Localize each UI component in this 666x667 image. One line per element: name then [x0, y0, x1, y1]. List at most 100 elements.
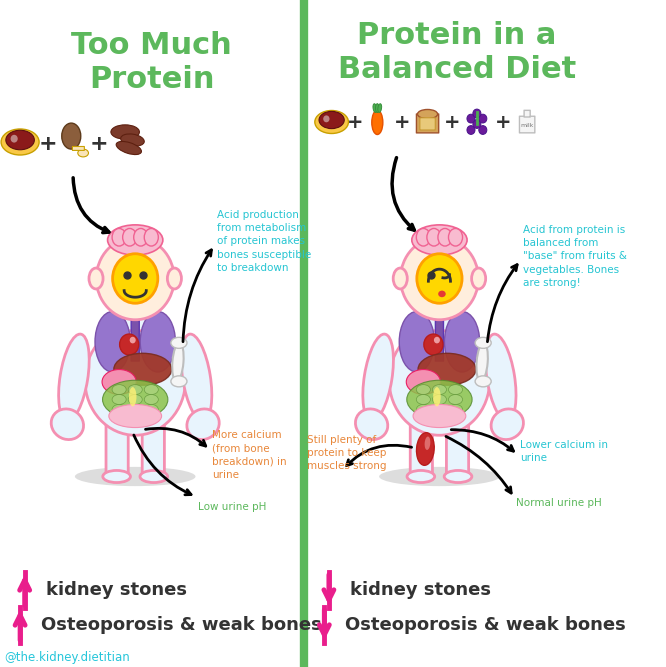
FancyBboxPatch shape	[410, 424, 432, 480]
Circle shape	[467, 114, 475, 123]
Ellipse shape	[476, 343, 488, 382]
Ellipse shape	[444, 470, 472, 482]
Text: +: +	[444, 113, 460, 133]
Ellipse shape	[75, 467, 196, 486]
Ellipse shape	[448, 229, 463, 246]
Ellipse shape	[11, 135, 18, 143]
Ellipse shape	[373, 104, 377, 113]
FancyBboxPatch shape	[519, 116, 535, 133]
FancyBboxPatch shape	[416, 114, 439, 133]
Ellipse shape	[363, 334, 394, 421]
Text: +: +	[495, 113, 511, 133]
Ellipse shape	[407, 470, 435, 482]
Text: +: +	[89, 134, 108, 154]
Text: Osteoporosis & weak bones: Osteoporosis & weak bones	[346, 616, 626, 634]
Ellipse shape	[432, 385, 446, 395]
Ellipse shape	[424, 334, 443, 355]
Ellipse shape	[319, 111, 344, 129]
Ellipse shape	[108, 225, 163, 255]
Ellipse shape	[62, 123, 81, 149]
Ellipse shape	[111, 125, 139, 139]
Ellipse shape	[128, 395, 143, 404]
Circle shape	[467, 125, 475, 134]
Text: Normal urine pH: Normal urine pH	[516, 498, 602, 508]
Circle shape	[479, 125, 487, 134]
Circle shape	[479, 114, 487, 123]
Ellipse shape	[95, 311, 130, 372]
Text: kidney stones: kidney stones	[350, 581, 491, 599]
Ellipse shape	[102, 370, 137, 394]
Ellipse shape	[112, 395, 126, 404]
Text: milk: milk	[520, 123, 534, 127]
Ellipse shape	[172, 343, 184, 382]
Ellipse shape	[120, 334, 139, 355]
Ellipse shape	[418, 109, 438, 119]
Ellipse shape	[448, 404, 463, 414]
Ellipse shape	[448, 385, 463, 395]
Ellipse shape	[59, 334, 89, 421]
Ellipse shape	[399, 311, 434, 372]
FancyBboxPatch shape	[124, 306, 147, 331]
Ellipse shape	[417, 253, 462, 303]
Ellipse shape	[379, 467, 500, 486]
Ellipse shape	[413, 404, 466, 428]
Text: kidney stones: kidney stones	[46, 581, 186, 599]
Ellipse shape	[78, 149, 89, 157]
Ellipse shape	[491, 409, 523, 440]
Ellipse shape	[123, 229, 137, 246]
Ellipse shape	[372, 110, 383, 135]
Text: Low urine pH: Low urine pH	[198, 502, 266, 512]
Ellipse shape	[145, 229, 159, 246]
Ellipse shape	[116, 141, 141, 155]
FancyBboxPatch shape	[73, 147, 85, 151]
Ellipse shape	[171, 338, 187, 348]
Ellipse shape	[113, 253, 158, 303]
Ellipse shape	[85, 325, 185, 436]
FancyBboxPatch shape	[420, 118, 435, 130]
Ellipse shape	[433, 387, 441, 406]
Ellipse shape	[425, 436, 430, 450]
Ellipse shape	[416, 433, 434, 466]
Ellipse shape	[121, 134, 145, 146]
FancyBboxPatch shape	[428, 306, 450, 331]
Ellipse shape	[315, 111, 348, 133]
Text: Osteoporosis & weak bones: Osteoporosis & weak bones	[41, 616, 322, 634]
Ellipse shape	[1, 129, 39, 155]
Ellipse shape	[432, 395, 446, 404]
Ellipse shape	[416, 229, 430, 246]
Ellipse shape	[103, 470, 131, 482]
Ellipse shape	[114, 354, 172, 386]
Ellipse shape	[145, 404, 159, 414]
Text: Still plenty of
protein to keep
muscles strong: Still plenty of protein to keep muscles …	[307, 435, 386, 472]
Ellipse shape	[416, 385, 430, 395]
Text: +: +	[394, 113, 410, 133]
Text: Protein in a: Protein in a	[357, 21, 557, 49]
Ellipse shape	[51, 409, 83, 440]
Ellipse shape	[134, 229, 148, 246]
Ellipse shape	[145, 395, 159, 404]
Text: Acid production
from metabolism
of protein makes
bones susceptible
to breakdown: Acid production from metabolism of prote…	[216, 210, 311, 273]
Ellipse shape	[438, 291, 446, 297]
Ellipse shape	[130, 337, 136, 344]
Ellipse shape	[187, 409, 219, 440]
Ellipse shape	[412, 225, 467, 255]
Ellipse shape	[89, 268, 103, 289]
Ellipse shape	[432, 404, 446, 414]
Ellipse shape	[129, 387, 137, 406]
Ellipse shape	[416, 395, 430, 404]
Text: Acid from protein is
balanced from
"base" from fruits &
vegetables. Bones
are st: Acid from protein is balanced from "base…	[523, 225, 627, 287]
Ellipse shape	[434, 337, 440, 344]
Circle shape	[473, 119, 481, 129]
Ellipse shape	[418, 354, 476, 386]
Text: Lower calcium in
urine: Lower calcium in urine	[520, 440, 608, 463]
Ellipse shape	[356, 409, 388, 440]
Ellipse shape	[438, 229, 452, 246]
Ellipse shape	[400, 237, 478, 319]
Ellipse shape	[378, 104, 382, 113]
FancyBboxPatch shape	[524, 110, 530, 117]
Ellipse shape	[416, 404, 430, 414]
Text: @the.kidney.dietitian: @the.kidney.dietitian	[5, 652, 131, 664]
Text: Balanced Diet: Balanced Diet	[338, 55, 576, 85]
FancyBboxPatch shape	[131, 300, 139, 361]
Text: +: +	[347, 113, 364, 133]
